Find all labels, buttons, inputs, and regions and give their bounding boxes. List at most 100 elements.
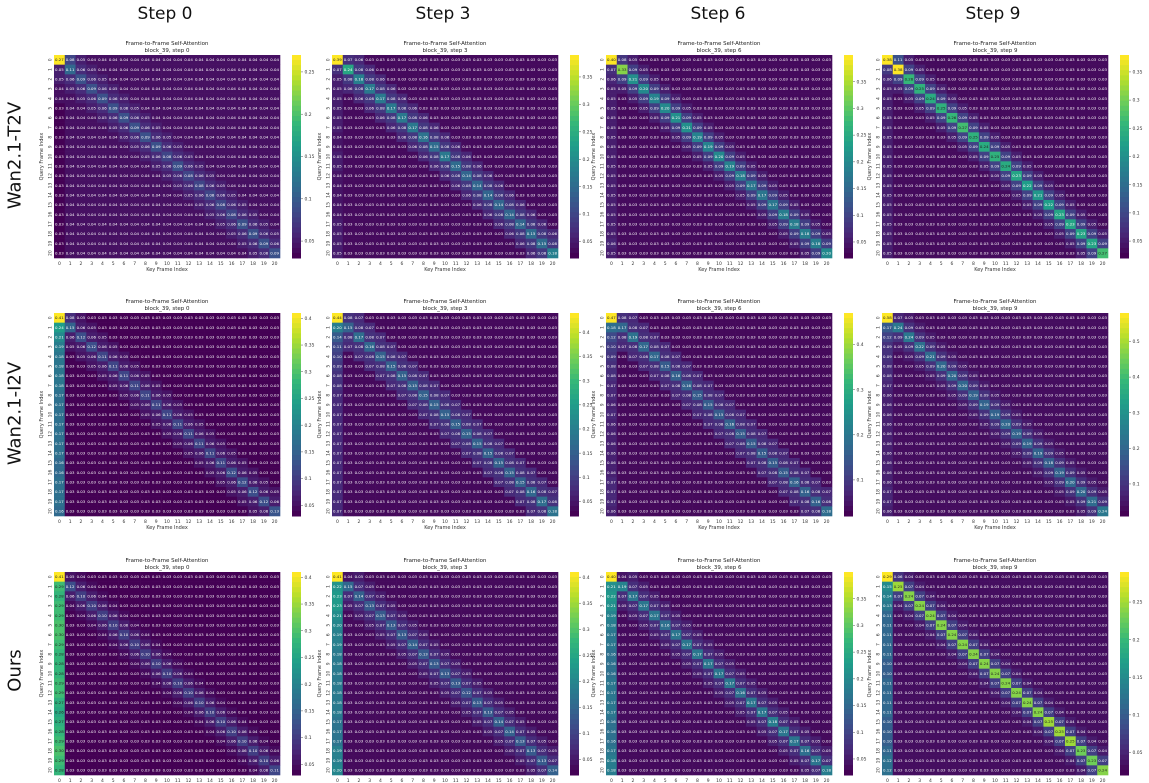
cell-value: 0.05	[883, 193, 892, 198]
colorbar-segment	[844, 60, 853, 66]
cell-value: 0.03	[629, 144, 638, 149]
panel-title: Frame-to-Frame Self-Attention	[954, 41, 1037, 47]
heatmap-cell	[364, 122, 376, 133]
y-tick-label: 9	[48, 403, 54, 406]
panel-subtitle: block_39, step 6	[697, 48, 742, 54]
cell-value: 0.03	[926, 183, 935, 188]
cell-value: 0.03	[355, 154, 364, 159]
cell-value: 0.03	[516, 57, 525, 62]
colorbar-tick-label: 0.2	[305, 423, 312, 429]
cell-value: 0.06	[419, 154, 428, 159]
heatmap-cell	[204, 142, 216, 152]
cell-value: 0.11	[66, 67, 75, 72]
cell-value: 0.03	[249, 422, 258, 427]
y-tick-label: 11	[48, 163, 54, 169]
cell-value: 0.03	[55, 164, 64, 169]
heatmap-cell	[150, 190, 162, 201]
cell-value: 0.03	[98, 460, 107, 465]
cell-value: 0.03	[758, 96, 767, 101]
cell-value: 0.06	[441, 135, 450, 140]
cell-value: 0.03	[747, 57, 756, 62]
cell-value: 0.04	[184, 57, 193, 62]
x-tick-label: 4	[653, 261, 656, 267]
colorbar-segment	[844, 181, 853, 188]
cell-value: 0.05	[758, 212, 767, 217]
cell-value: 0.03	[548, 77, 557, 82]
heatmap-cell	[375, 103, 387, 114]
cell-value: 0.03	[527, 86, 536, 91]
colorbar-segment	[570, 146, 579, 152]
cell-value: 0.03	[1066, 67, 1075, 72]
heatmap-cell	[258, 132, 270, 143]
cell-value: 0.09	[249, 231, 258, 236]
cell-value: 0.04	[163, 212, 172, 217]
cell-value: 0.09	[969, 125, 978, 130]
cell-value: 0.18	[55, 383, 64, 388]
heatmap-cell	[193, 64, 205, 75]
cell-value: 0.03	[462, 77, 471, 82]
x-tick-label: 20	[550, 261, 556, 267]
cell-value: 0.03	[87, 422, 96, 427]
cell-value: 0.05	[779, 231, 788, 236]
heatmap-cell	[407, 74, 419, 85]
cell-value: 0.03	[926, 222, 935, 227]
cell-value: 0.03	[1001, 57, 1010, 62]
cell-value: 0.05	[77, 96, 86, 101]
colorbar-segment	[292, 338, 301, 344]
heatmap-cell	[353, 93, 365, 104]
colorbar-segment	[570, 166, 579, 173]
cell-value: 0.03	[790, 183, 799, 188]
cell-value: 0.03	[768, 125, 777, 130]
cell-value: 0.03	[77, 509, 86, 514]
heatmap-cell	[236, 132, 249, 143]
cell-value: 0.09	[980, 135, 989, 140]
heatmap-cell	[226, 132, 238, 143]
cell-value: 0.17	[441, 154, 450, 159]
cell-value: 0.03	[398, 183, 407, 188]
colorbar-segment	[844, 202, 853, 208]
cell-value: 0.03	[55, 212, 64, 217]
cell-value: 0.03	[141, 480, 150, 485]
cell-value: 0.04	[66, 193, 75, 198]
cell-value: 0.08	[355, 67, 364, 72]
cell-value: 0.03	[991, 106, 1000, 111]
column-header-step-0: Step 0	[65, 4, 265, 24]
cell-value: 0.04	[55, 96, 64, 101]
cell-value: 0.03	[661, 57, 670, 62]
heatmap-cell	[215, 229, 227, 239]
heatmap-cell	[385, 84, 397, 94]
cell-value: 0.04	[184, 86, 193, 91]
cell-value: 0.03	[66, 480, 75, 485]
heatmap-cell	[450, 74, 462, 85]
cell-value: 0.08	[451, 173, 460, 178]
cell-value: 0.03	[948, 173, 957, 178]
y-tick-label: 14	[48, 450, 54, 456]
cell-value: 0.08	[66, 57, 75, 62]
heatmap-cell	[236, 64, 249, 75]
heatmap-cell	[172, 142, 184, 152]
heatmap-cell	[428, 74, 440, 85]
cell-value: 0.03	[130, 354, 139, 359]
heatmap-cell	[428, 55, 440, 65]
colorbar-segment	[844, 252, 853, 259]
heatmap-cell	[471, 74, 483, 85]
cell-value: 0.03	[629, 154, 638, 159]
heatmap-cell	[204, 93, 216, 104]
x-tick-label: 12	[186, 261, 192, 267]
cell-value: 0.03	[227, 354, 236, 359]
y-tick-label: 10	[48, 412, 54, 418]
cell-value: 0.03	[801, 96, 810, 101]
cell-value: 0.03	[1077, 77, 1086, 82]
heatmap-cell	[75, 103, 87, 114]
cell-value: 0.03	[408, 241, 417, 246]
cell-value: 0.24	[926, 96, 935, 101]
heatmap-cell	[493, 103, 505, 114]
cell-value: 0.03	[958, 251, 967, 256]
cell-value: 0.03	[747, 241, 756, 246]
cell-value: 0.03	[238, 393, 247, 398]
cell-value: 0.03	[419, 86, 428, 91]
cell-value: 0.04	[87, 222, 96, 227]
cell-value: 0.03	[238, 373, 247, 378]
cell-value: 0.18	[55, 354, 64, 359]
cell-value: 0.03	[516, 77, 525, 82]
